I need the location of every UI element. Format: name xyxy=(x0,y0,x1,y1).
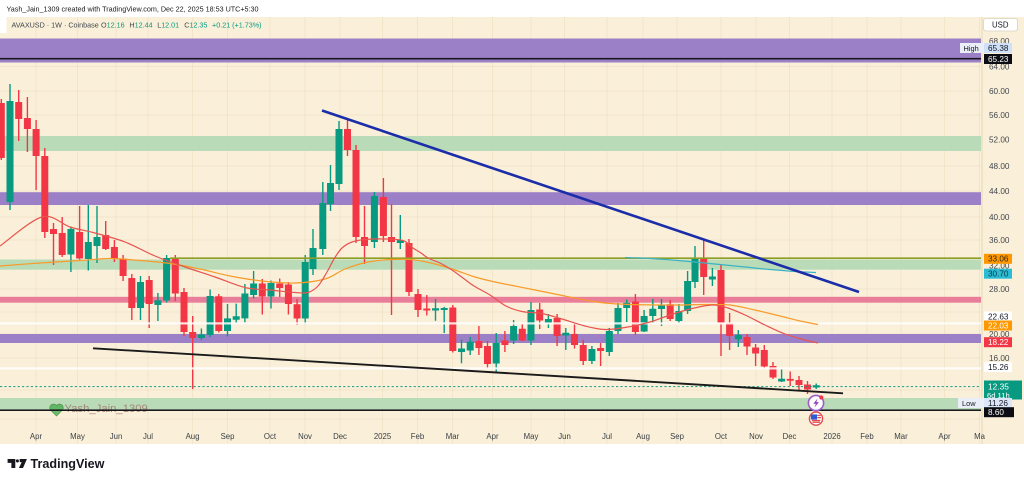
svg-text:Apr: Apr xyxy=(30,432,43,441)
svg-text:8.60: 8.60 xyxy=(988,408,1004,417)
svg-text:Oct: Oct xyxy=(715,432,728,441)
svg-text:Dec: Dec xyxy=(333,432,347,441)
svg-text:L12.01: L12.01 xyxy=(157,21,179,30)
svg-text:Jun: Jun xyxy=(558,432,571,441)
svg-text:16.00: 16.00 xyxy=(989,354,1010,363)
svg-text:30.70: 30.70 xyxy=(988,270,1009,279)
svg-text:Nov: Nov xyxy=(749,432,763,441)
svg-text:TradingView: TradingView xyxy=(31,457,105,471)
svg-text:Apr: Apr xyxy=(486,432,499,441)
svg-text:52.00: 52.00 xyxy=(989,135,1010,144)
svg-text:Jun: Jun xyxy=(110,432,123,441)
svg-text:Nov: Nov xyxy=(298,432,312,441)
svg-text:O12.16: O12.16 xyxy=(101,21,125,30)
svg-text:2026: 2026 xyxy=(823,432,840,441)
svg-text:C12.35: C12.35 xyxy=(184,21,207,30)
svg-text:+0.21 (+1.73%): +0.21 (+1.73%) xyxy=(212,21,262,30)
svg-text:32.00: 32.00 xyxy=(989,261,1010,270)
svg-text:High: High xyxy=(964,44,979,53)
svg-text:Jul: Jul xyxy=(602,432,612,441)
svg-text:Aug: Aug xyxy=(186,432,200,441)
svg-text:60.00: 60.00 xyxy=(989,87,1010,96)
svg-text:6d 11h: 6d 11h xyxy=(987,391,1010,400)
svg-text:44.00: 44.00 xyxy=(989,187,1010,196)
svg-text:Sep: Sep xyxy=(670,432,685,441)
svg-text:65.38: 65.38 xyxy=(988,44,1009,53)
svg-text:36.00: 36.00 xyxy=(989,236,1010,245)
svg-text:68.00: 68.00 xyxy=(989,37,1010,46)
svg-text:18.22: 18.22 xyxy=(988,338,1009,347)
svg-text:H12.44: H12.44 xyxy=(129,21,152,30)
svg-text:48.00: 48.00 xyxy=(989,162,1010,171)
svg-text:28.00: 28.00 xyxy=(989,285,1010,294)
svg-text:Feb: Feb xyxy=(860,432,874,441)
svg-text:Jul: Jul xyxy=(143,432,153,441)
svg-text:USD: USD xyxy=(992,21,1009,30)
svg-text:64.00: 64.00 xyxy=(989,62,1010,71)
svg-text:33.06: 33.06 xyxy=(988,255,1009,264)
svg-text:20.00: 20.00 xyxy=(989,330,1010,339)
svg-text:May: May xyxy=(70,432,85,441)
svg-text:Ma: Ma xyxy=(974,432,985,441)
svg-text:56.00: 56.00 xyxy=(989,111,1010,120)
svg-text:Sep: Sep xyxy=(221,432,236,441)
svg-text:15.26: 15.26 xyxy=(988,363,1009,372)
svg-text:Mar: Mar xyxy=(894,432,908,441)
svg-text:Yash_Jain_1309 created with Tr: Yash_Jain_1309 created with TradingView.… xyxy=(7,4,259,13)
svg-text:May: May xyxy=(524,432,539,441)
svg-text:Yash_Jain_1309: Yash_Jain_1309 xyxy=(65,403,148,415)
svg-text:Oct: Oct xyxy=(264,432,277,441)
svg-text:Aug: Aug xyxy=(636,432,650,441)
svg-text:Mar: Mar xyxy=(446,432,460,441)
svg-text:2025: 2025 xyxy=(374,432,392,441)
svg-text:11.26: 11.26 xyxy=(988,399,1008,408)
svg-text:AVAXUSD · 1W · Coinbase: AVAXUSD · 1W · Coinbase xyxy=(12,21,99,30)
svg-text:12.35: 12.35 xyxy=(988,381,1009,391)
svg-text:65.23: 65.23 xyxy=(988,55,1009,64)
svg-text:Dec: Dec xyxy=(783,432,797,441)
svg-text:Low: Low xyxy=(962,399,976,408)
svg-text:40.00: 40.00 xyxy=(989,213,1010,222)
svg-text:Feb: Feb xyxy=(411,432,425,441)
svg-text:22.63: 22.63 xyxy=(988,312,1009,321)
svg-text:Apr: Apr xyxy=(938,432,951,441)
svg-text:22.03: 22.03 xyxy=(988,321,1009,330)
